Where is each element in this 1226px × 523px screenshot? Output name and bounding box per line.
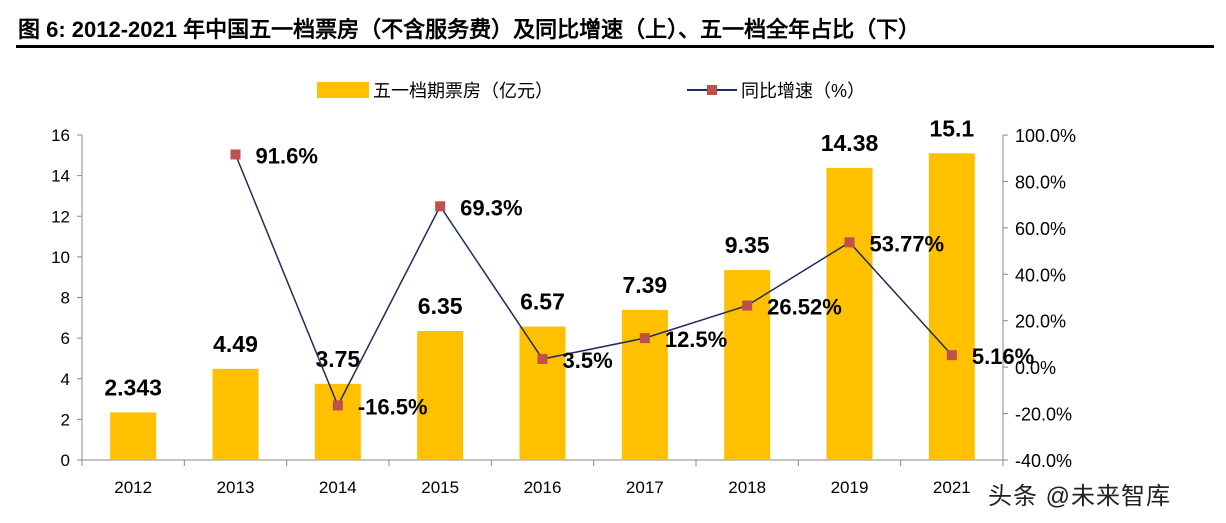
- bar: [724, 270, 771, 460]
- growth-label: 26.52%: [767, 295, 842, 320]
- bar-label: 7.39: [622, 272, 667, 298]
- right-tick-label: 100.0%: [1015, 126, 1076, 146]
- x-tick-label: 2021: [933, 478, 971, 497]
- bar-label: 15.1: [929, 115, 974, 141]
- bar: [519, 326, 566, 460]
- bar: [417, 331, 464, 460]
- left-tick-label: 4: [61, 370, 70, 389]
- growth-marker: [844, 237, 855, 248]
- right-tick-label: 40.0%: [1015, 265, 1066, 285]
- legend-bar-swatch: [317, 82, 369, 98]
- legend-bar-label: 五一档期票房（亿元）: [373, 81, 553, 101]
- x-tick-label: 2012: [114, 478, 152, 497]
- growth-label: 91.6%: [256, 144, 318, 169]
- growth-marker: [639, 333, 650, 344]
- left-tick-label: 8: [61, 289, 70, 308]
- bar-label: 9.35: [725, 232, 770, 258]
- bar: [826, 167, 873, 460]
- left-tick-label: 12: [51, 207, 70, 226]
- growth-line: [234, 154, 953, 408]
- growth-label: 3.5%: [563, 348, 613, 373]
- x-tick-label: 2018: [728, 478, 766, 497]
- bar-label: 14.38: [821, 130, 879, 156]
- chart-title: 图 6: 2012-2021 年中国五一档票房（不含服务费）及同比增速（上）、五…: [18, 17, 921, 42]
- right-tick-label: 20.0%: [1015, 312, 1066, 332]
- right-tick-label: -20.0%: [1015, 405, 1072, 425]
- x-tick-label: 2017: [626, 478, 664, 497]
- growth-marker: [332, 400, 343, 411]
- growth-label: 69.3%: [460, 195, 522, 220]
- legend-line-marker: [707, 85, 717, 95]
- right-tick-label: 60.0%: [1015, 219, 1066, 239]
- bar: [110, 412, 157, 460]
- growth-marker: [230, 149, 241, 160]
- x-tick-label: 2015: [421, 478, 459, 497]
- watermark: 头条 @未来智库: [988, 483, 1172, 510]
- bar-label: 4.49: [213, 331, 258, 357]
- bar: [314, 383, 361, 460]
- bar: [212, 368, 259, 460]
- left-tick-label: 14: [51, 167, 70, 186]
- growth-label: 53.77%: [870, 231, 945, 256]
- right-tick-label: -40.0%: [1015, 451, 1072, 471]
- right-tick-label: 80.0%: [1015, 172, 1066, 192]
- left-tick-label: 0: [61, 451, 70, 470]
- growth-marker: [946, 350, 957, 361]
- left-tick-label: 6: [61, 329, 70, 348]
- growth-marker: [742, 300, 753, 311]
- left-tick-label: 2: [61, 410, 70, 429]
- left-tick-label: 10: [51, 248, 70, 267]
- x-tick-label: 2013: [217, 478, 255, 497]
- x-tick-label: 2016: [524, 478, 562, 497]
- legend-line-label: 同比增速（%）: [741, 81, 865, 101]
- left-tick-label: 16: [51, 126, 70, 145]
- x-tick-label: 2014: [319, 478, 357, 497]
- growth-marker: [537, 354, 548, 365]
- title-divider: [16, 45, 1214, 48]
- bar-label: 2.343: [104, 374, 162, 400]
- bar-label: 6.35: [418, 293, 463, 319]
- bar-label: 6.57: [520, 289, 565, 315]
- growth-label: 5.16%: [972, 344, 1034, 369]
- bar: [928, 153, 975, 460]
- growth-label: 12.5%: [665, 327, 727, 352]
- growth-label: -16.5%: [358, 394, 428, 419]
- x-tick-label: 2019: [831, 478, 869, 497]
- growth-marker: [435, 201, 446, 212]
- right-tick-label: 0.0%: [1015, 358, 1056, 378]
